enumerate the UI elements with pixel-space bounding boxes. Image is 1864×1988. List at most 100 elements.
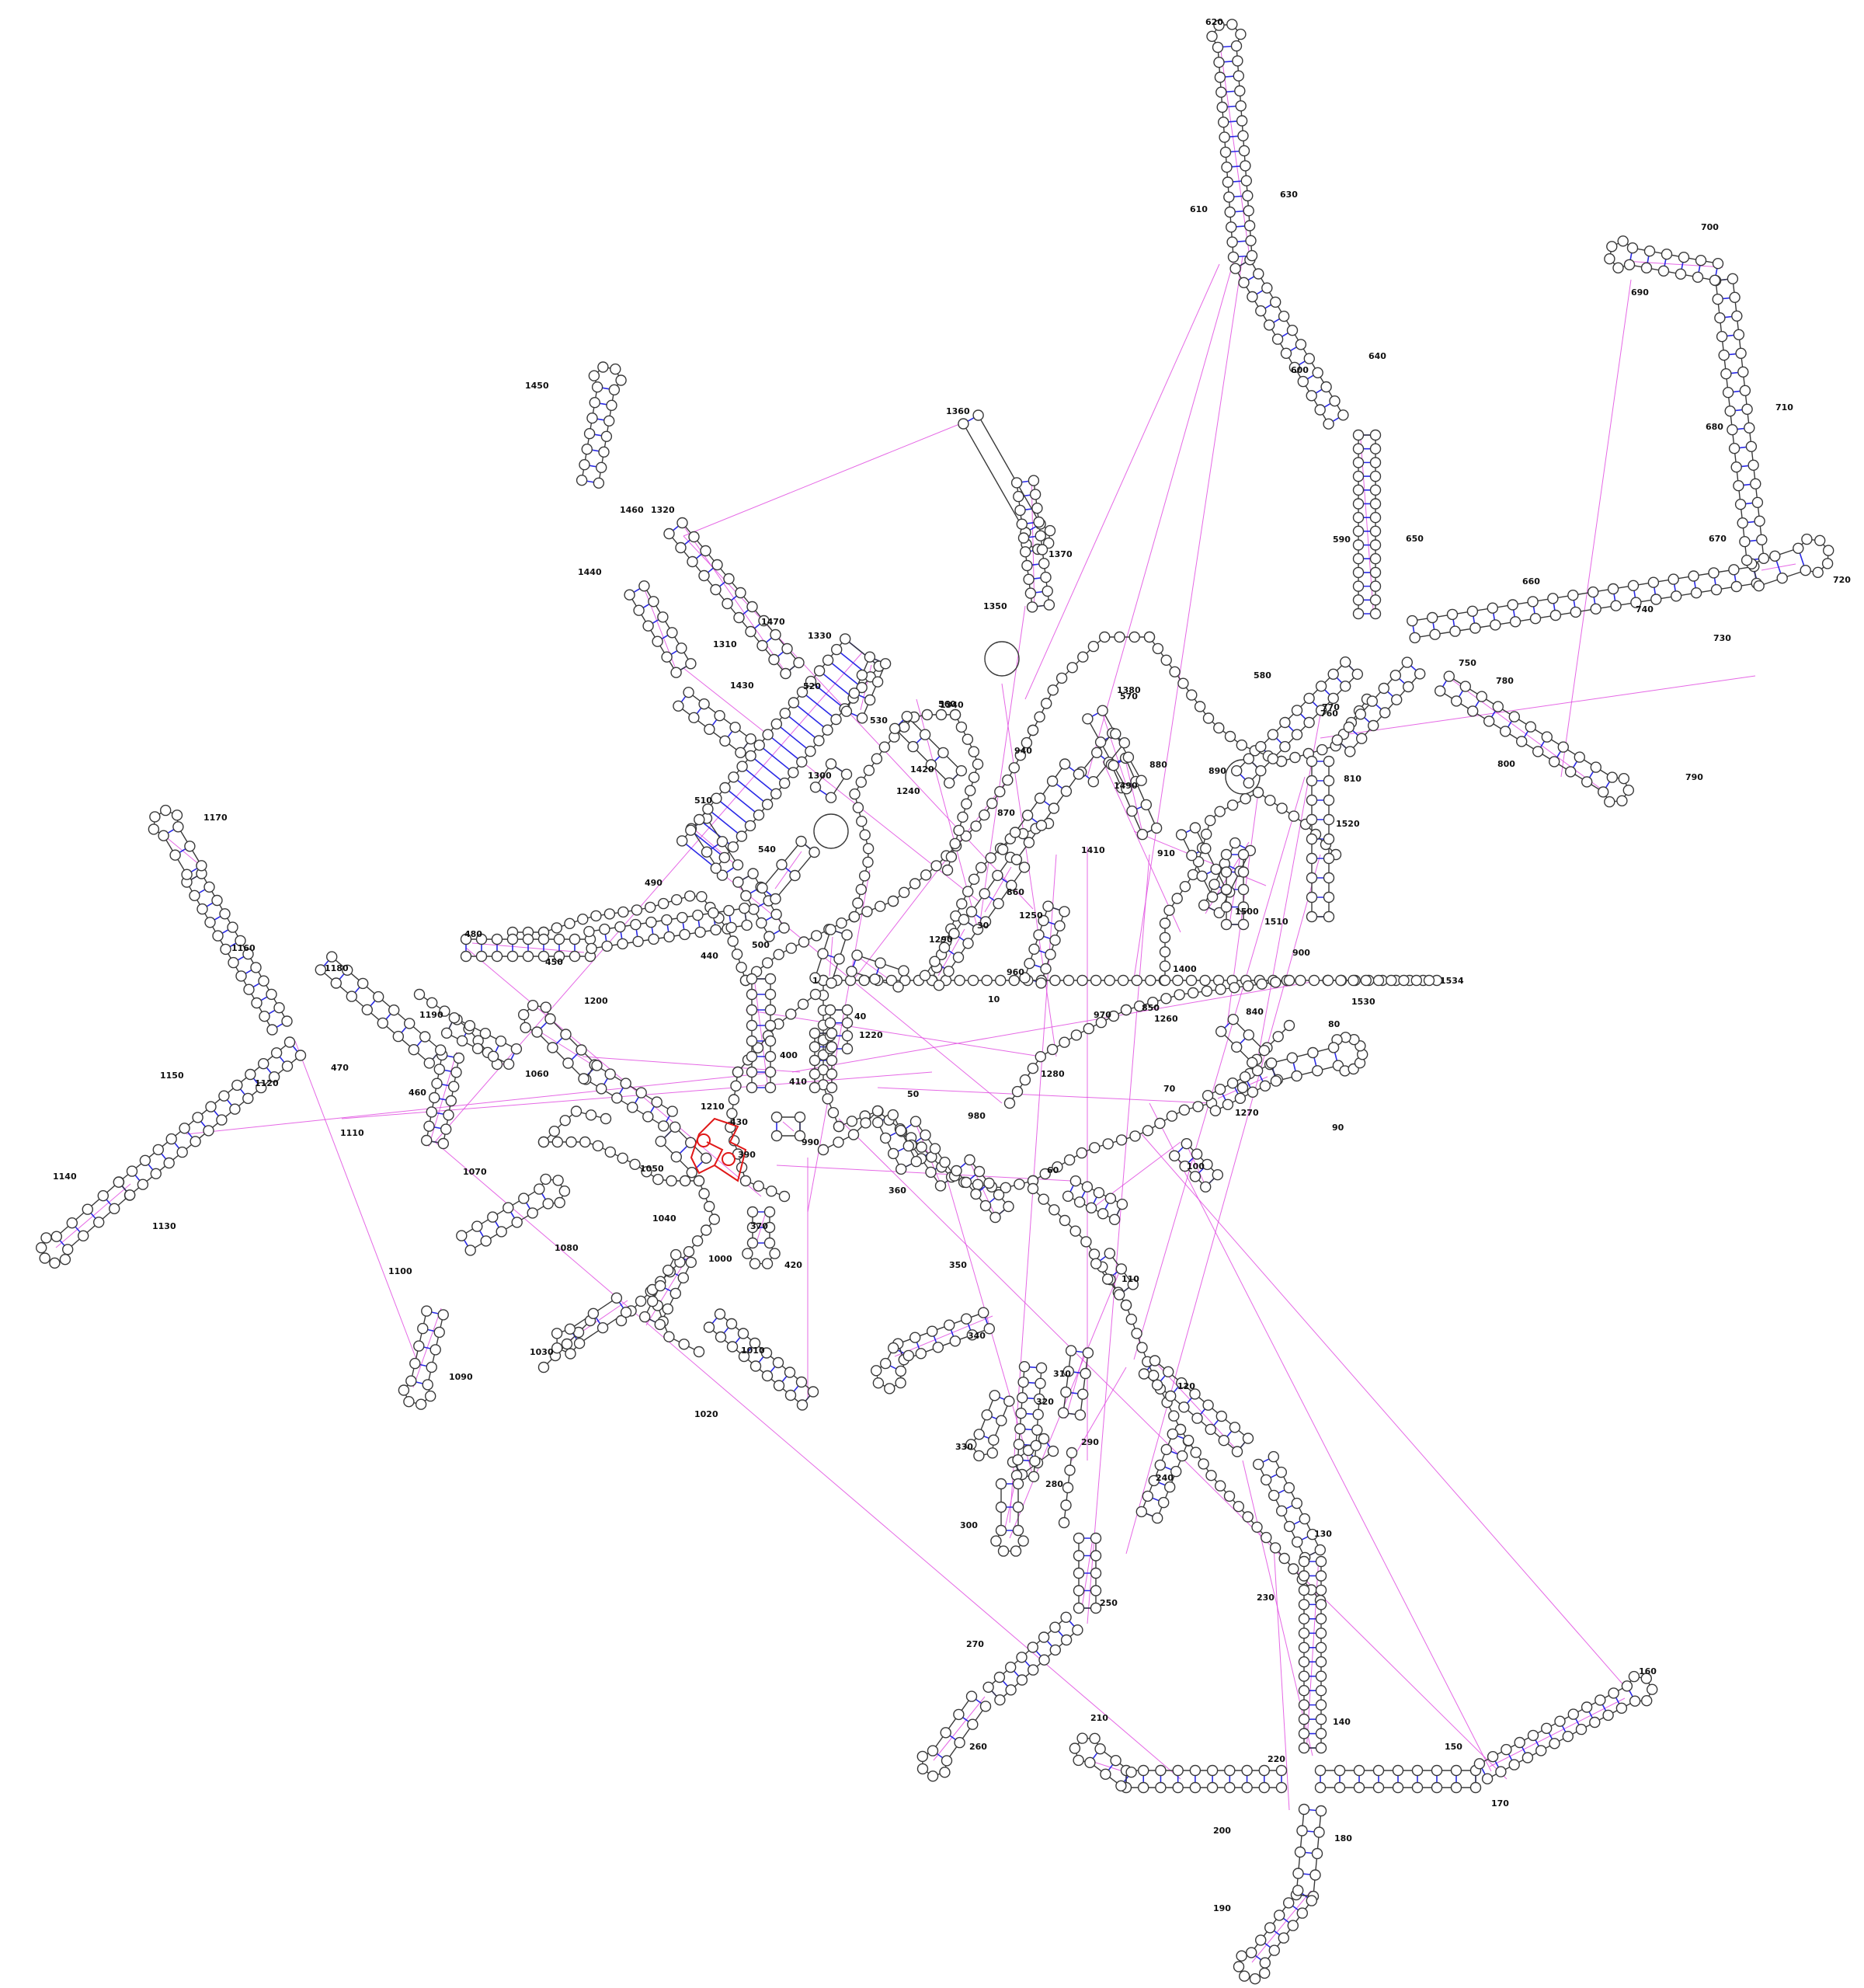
nucleotide (1085, 1202, 1097, 1214)
nucleotide (688, 712, 700, 723)
nucleotide (1014, 1179, 1025, 1190)
nucleotide (1355, 709, 1367, 720)
nucleotide (1276, 803, 1288, 814)
nucleotide (779, 777, 791, 789)
nucleotide (670, 667, 682, 678)
position-label-350: 350 (949, 1260, 967, 1270)
nucleotide (1029, 1455, 1041, 1467)
nucleotide (1722, 387, 1734, 399)
position-label-90: 90 (1332, 1123, 1344, 1133)
nucleotide (205, 1101, 217, 1112)
nucleotide (1178, 1401, 1190, 1413)
nucleotide (856, 712, 868, 724)
nucleotide (1142, 1490, 1154, 1502)
nucleotide (870, 1365, 882, 1377)
nucleotide (901, 711, 913, 722)
nucleotide (1668, 573, 1679, 585)
nucleotide (1187, 987, 1199, 999)
nucleotide (1147, 996, 1159, 1008)
nucleotide (480, 1235, 492, 1247)
nucleotide (1306, 910, 1318, 923)
nucleotide (1095, 1016, 1108, 1029)
nucleotide (1532, 746, 1544, 757)
nucleotide (1065, 1345, 1077, 1356)
nucleotide (1275, 1466, 1288, 1478)
nucleotide (1744, 422, 1755, 433)
tertiary-interaction (807, 869, 871, 1213)
nucleotide (809, 846, 820, 858)
nucleotide (1113, 1289, 1125, 1300)
nucleotide (1426, 611, 1438, 624)
nucleotide (1243, 220, 1256, 232)
nucleotide (979, 888, 990, 900)
nucleotide (746, 1050, 758, 1063)
strand-25-backbone (621, 1180, 715, 1321)
position-label-410: 410 (789, 1077, 807, 1087)
nucleotide (635, 1087, 647, 1098)
nucleotide (745, 750, 756, 762)
h-180-backbone (1295, 1809, 1322, 1897)
tertiary-interaction (1071, 1367, 1127, 1461)
nucleotide (764, 1019, 777, 1032)
nucleotide (953, 824, 965, 837)
nucleotide (1756, 534, 1768, 545)
nucleotide (405, 1375, 417, 1387)
base-pair-lines (56, 45, 1807, 1964)
nucleotide (1247, 1086, 1259, 1098)
nucleotide (1298, 1628, 1310, 1639)
nucleotide (887, 1109, 899, 1121)
nucleotide (826, 1041, 838, 1053)
nucleotide (1215, 86, 1227, 98)
nucleotide (163, 1157, 175, 1169)
nucleotide (632, 935, 644, 948)
nucleotide (986, 1447, 999, 1459)
position-label-1080: 1080 (555, 1243, 579, 1253)
nucleotide (756, 882, 768, 894)
nucleotide (732, 876, 744, 888)
nucleotide (1216, 101, 1228, 113)
nucleotide (1487, 602, 1499, 614)
nucleotide (970, 820, 982, 832)
nucleotide (746, 1035, 758, 1047)
nucleotide (242, 1092, 254, 1105)
position-label-200: 200 (1213, 1826, 1231, 1836)
nucleotide (960, 1313, 972, 1325)
nucleotide (204, 917, 216, 928)
nucleotide (954, 974, 965, 987)
position-label-1330: 1330 (808, 631, 832, 641)
highlighted-region (690, 1117, 747, 1182)
h-520-backbone (681, 638, 880, 869)
position-label-1460: 1460 (620, 505, 644, 515)
nucleotide (176, 1146, 188, 1158)
nucleotide (443, 1109, 454, 1121)
nucleotide (683, 687, 694, 698)
nucleotide (1352, 566, 1365, 579)
nucleotide (1348, 974, 1359, 987)
position-label-1440: 1440 (578, 567, 602, 577)
nucleotide (764, 1050, 777, 1063)
nucleotide (909, 1116, 922, 1127)
nucleotide (235, 970, 247, 982)
nucleotide (552, 1175, 564, 1186)
base-pair (759, 744, 794, 774)
h-500-backbone (737, 872, 785, 937)
nucleotide (1549, 1738, 1560, 1750)
nucleotide (1352, 608, 1365, 620)
position-label-1340: 1340 (940, 700, 964, 710)
nucleotide (1222, 176, 1234, 188)
nucleotide (433, 1064, 445, 1075)
nucleotide (1014, 1422, 1026, 1435)
nucleotide (579, 459, 590, 471)
nucleotide (830, 713, 842, 726)
nucleotide (421, 1134, 433, 1147)
nucleotide (841, 1043, 854, 1055)
nucleotide (1186, 689, 1198, 701)
nucleotide (617, 906, 629, 918)
position-label-50: 50 (907, 1089, 920, 1099)
nucleotide (996, 844, 1009, 855)
nucleotide (1170, 1465, 1182, 1478)
nucleotide (1026, 601, 1038, 613)
nucleotide (1185, 974, 1198, 987)
nucleotide (698, 1188, 710, 1199)
nucleotide (849, 788, 861, 800)
